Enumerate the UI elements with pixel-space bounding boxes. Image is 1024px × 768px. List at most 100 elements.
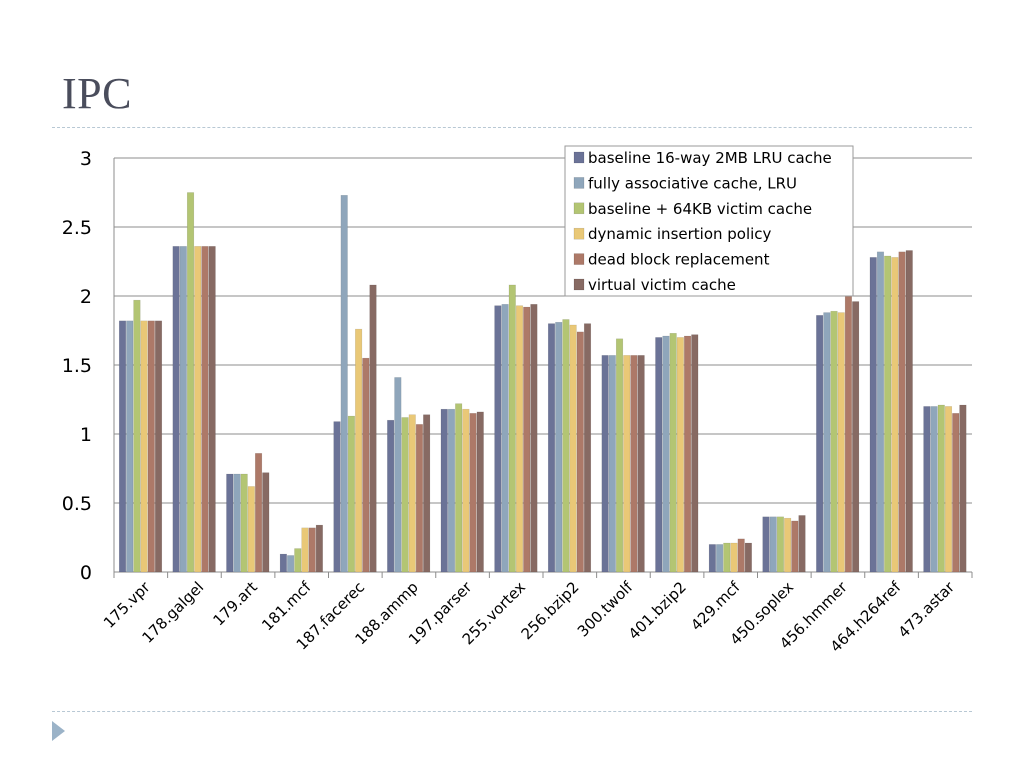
legend-entry: fully associative cache, LRU (588, 174, 797, 192)
x-tick-label: 179.art (210, 578, 261, 629)
bar (208, 246, 216, 573)
bar (798, 515, 806, 573)
bar (723, 542, 731, 573)
bar (562, 319, 570, 573)
y-tick-label: 0 (80, 562, 92, 584)
bar (769, 516, 777, 573)
y-tick-label: 1 (80, 424, 92, 446)
legend: baseline 16-way 2MB LRU cache fully assoc… (564, 145, 854, 297)
bar (133, 299, 141, 573)
bar (294, 548, 302, 573)
bar (576, 331, 584, 573)
bar (937, 404, 945, 573)
bar (501, 304, 509, 573)
y-tick-label: 2.5 (62, 217, 92, 239)
bar (884, 255, 892, 573)
bar (455, 403, 463, 573)
bar (154, 320, 163, 573)
bar (126, 320, 134, 573)
bar (362, 357, 370, 573)
bar (508, 284, 516, 573)
bar (630, 355, 638, 573)
bar (423, 414, 431, 573)
bar (669, 333, 677, 573)
bar (662, 335, 670, 573)
bar (952, 413, 960, 573)
bar (898, 251, 906, 573)
legend-entry: baseline 16-way 2MB LRU cache (588, 149, 832, 167)
bar (469, 413, 477, 573)
bar (905, 250, 913, 573)
bar (140, 320, 148, 573)
bar (555, 321, 563, 573)
legend-entry: dynamic insertion policy (588, 225, 772, 243)
bar (623, 355, 631, 573)
bar (655, 337, 663, 573)
bar (891, 257, 899, 573)
bar (823, 312, 831, 573)
bar (708, 544, 716, 573)
next-slide-arrow-icon[interactable] (52, 721, 65, 741)
bar (315, 524, 323, 573)
bar (401, 417, 409, 573)
legend-entry: dead block replacement (588, 251, 770, 269)
bar (476, 411, 484, 573)
legend-swatch (573, 151, 585, 164)
bar (262, 472, 270, 573)
bar (744, 542, 752, 573)
bar (447, 408, 456, 573)
bar (179, 246, 187, 573)
title-divider (52, 127, 972, 128)
bar (583, 323, 592, 573)
bar (844, 295, 852, 573)
bar (776, 516, 784, 573)
bar (923, 406, 931, 573)
bar (147, 320, 155, 573)
bar (737, 538, 745, 573)
bar (569, 324, 577, 573)
bar (247, 486, 255, 573)
bar (494, 305, 502, 573)
bar (930, 406, 938, 573)
legend-swatch (573, 202, 585, 215)
bar (340, 195, 348, 573)
bar (762, 516, 770, 573)
bar (530, 304, 538, 573)
bar (608, 355, 616, 573)
bar (240, 473, 248, 573)
bar (830, 310, 838, 573)
bar (355, 328, 363, 573)
bar (462, 408, 470, 573)
legend-box (564, 145, 854, 297)
bar (394, 377, 402, 573)
bar (279, 553, 287, 573)
bar (226, 473, 234, 573)
legend-swatch (573, 278, 585, 291)
page-title: IPC (62, 69, 132, 118)
bar (255, 453, 263, 573)
y-tick-label: 0.5 (62, 493, 92, 515)
bar (730, 542, 738, 573)
y-tick-label: 3 (80, 148, 92, 170)
bar (515, 305, 524, 573)
bar (944, 406, 953, 573)
x-tick-label: 175.vpr (100, 578, 154, 632)
bar (523, 306, 531, 573)
bar (784, 517, 792, 573)
y-tick-label: 1.5 (62, 355, 92, 377)
bar (637, 355, 645, 573)
bar (233, 473, 241, 573)
bars (118, 192, 967, 573)
bar (440, 408, 448, 573)
bar (837, 312, 845, 573)
bar (415, 424, 423, 573)
bar (676, 337, 684, 573)
bar (716, 544, 724, 573)
bar (959, 404, 967, 573)
bar (691, 334, 699, 573)
bar (408, 414, 416, 573)
x-tick-label: 401.bzip2 (625, 578, 690, 643)
x-tick-label: 473.astar (895, 578, 959, 642)
bar (201, 246, 209, 573)
